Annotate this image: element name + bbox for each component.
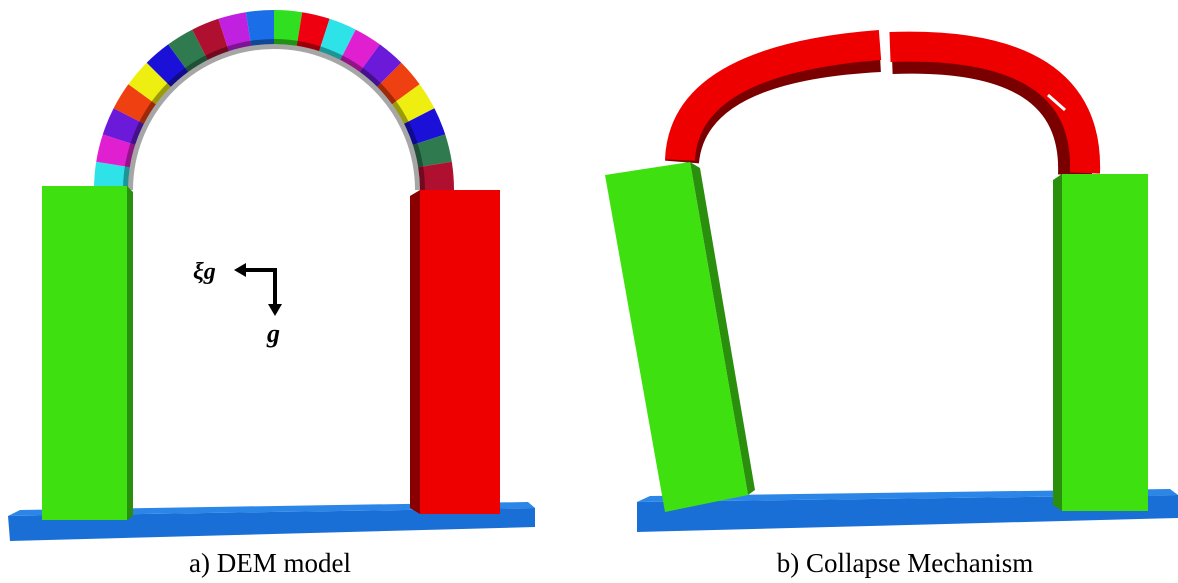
arrowhead	[234, 263, 246, 277]
panel-dem-model: ξg g a) DEM model	[8, 10, 535, 578]
pillar-side	[410, 190, 420, 514]
figure: ξg g a) DEM model b) Collapse Mechanism	[0, 0, 1178, 578]
pillar-side	[1053, 174, 1062, 511]
arch-piece	[680, 45, 880, 160]
gravity-label: g	[266, 319, 280, 348]
lateral-label: ξg	[193, 259, 216, 285]
right-pillar	[420, 190, 500, 514]
caption: a) DEM model	[189, 548, 351, 578]
left-pillar	[42, 186, 127, 520]
pillar-side	[127, 186, 133, 520]
arrowhead	[268, 304, 282, 316]
right-pillar	[1062, 174, 1148, 511]
page: ξg g a) DEM model b) Collapse Mechanism …	[0, 0, 1178, 578]
panel-collapse: b) Collapse Mechanism	[605, 45, 1178, 578]
caption: b) Collapse Mechanism	[777, 548, 1033, 578]
arch-voussoirs	[94, 10, 454, 190]
arrows	[244, 268, 275, 306]
